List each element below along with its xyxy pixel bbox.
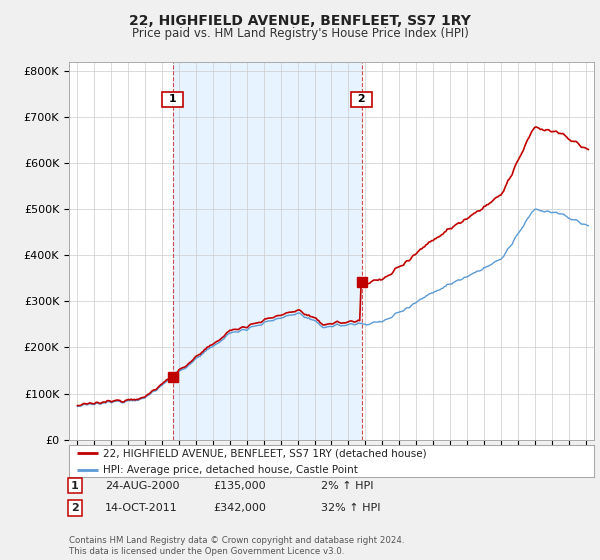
Text: 1: 1 [165, 95, 181, 104]
Text: 2% ↑ HPI: 2% ↑ HPI [321, 480, 373, 491]
Text: 1: 1 [71, 480, 79, 491]
Text: 24-AUG-2000: 24-AUG-2000 [105, 480, 179, 491]
Text: HPI: Average price, detached house, Castle Point: HPI: Average price, detached house, Cast… [103, 465, 358, 475]
Text: 32% ↑ HPI: 32% ↑ HPI [321, 503, 380, 513]
Text: 2: 2 [354, 95, 370, 104]
Text: Contains HM Land Registry data © Crown copyright and database right 2024.
This d: Contains HM Land Registry data © Crown c… [69, 536, 404, 556]
Text: 2: 2 [71, 503, 79, 513]
Text: £342,000: £342,000 [213, 503, 266, 513]
Text: Price paid vs. HM Land Registry's House Price Index (HPI): Price paid vs. HM Land Registry's House … [131, 27, 469, 40]
Text: 14-OCT-2011: 14-OCT-2011 [105, 503, 178, 513]
Text: 22, HIGHFIELD AVENUE, BENFLEET, SS7 1RY (detached house): 22, HIGHFIELD AVENUE, BENFLEET, SS7 1RY … [103, 449, 427, 459]
Text: £135,000: £135,000 [213, 480, 266, 491]
Bar [173, 62, 362, 440]
Text: 22, HIGHFIELD AVENUE, BENFLEET, SS7 1RY: 22, HIGHFIELD AVENUE, BENFLEET, SS7 1RY [129, 14, 471, 28]
